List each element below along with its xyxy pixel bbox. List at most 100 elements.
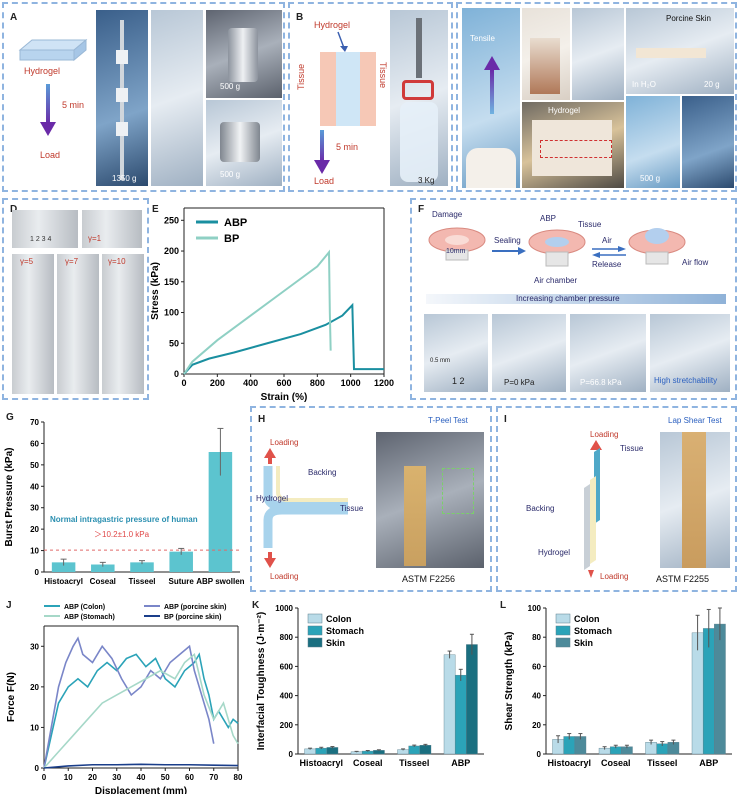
weight-20g-label: 20 g <box>704 80 720 89</box>
legend-label: ABP (Colon) <box>64 604 105 611</box>
series-line <box>43 763 239 769</box>
load-label: Load <box>314 176 335 186</box>
increasing-pressure-label: Increasing chamber pressure <box>516 294 620 303</box>
series-line <box>43 636 215 769</box>
tissue-label-right: Tissue <box>378 62 388 89</box>
photo-porcine-skin: Porcine Skin In H₂O 20 g <box>626 8 734 94</box>
bar-skin <box>466 644 478 755</box>
panel-d: D 1 2 3 4 γ=1 γ=5 γ=7 γ=10 <box>2 198 149 400</box>
chart-j-force-displacement: 0 10 20 30 40 50 60 70 80 0 10 20 30 Displacement (mm… <box>6 604 243 794</box>
photo-p0: P=0 kPa <box>492 314 566 392</box>
category-label: ABP <box>699 758 718 768</box>
legend-label: ABP (porcine skin) <box>164 604 227 611</box>
y-tick-label: 0 <box>35 764 40 773</box>
exchange-arrows-icon <box>592 246 626 258</box>
t-peel-title: T-Peel Test <box>428 416 468 425</box>
chamber-diagram-2 <box>528 229 586 267</box>
series-line-abp <box>183 302 384 375</box>
y-tick-label: 250 <box>164 215 179 225</box>
category-label: Coseal <box>353 758 383 768</box>
hydrogel-label: Hydrogel <box>24 66 61 76</box>
y-tick-label: 30 <box>30 504 39 513</box>
category-label: Coseal <box>601 758 631 768</box>
legend-swatch <box>307 613 323 624</box>
y-tick-label: 200 <box>164 246 179 256</box>
hydrogel-slab-diagram <box>18 38 88 62</box>
abp-label: ABP <box>540 214 557 223</box>
gamma-5-label: γ=5 <box>20 257 34 266</box>
panel-letter-b: B <box>296 12 304 23</box>
bar-colon <box>691 632 704 755</box>
bar-skin <box>419 745 432 755</box>
photo-hydrogel-tissue: Hydrogel <box>522 102 624 188</box>
bar-colon <box>443 654 456 755</box>
y-tick-label: 10 <box>30 547 39 556</box>
category-label: Histoacryl <box>44 577 83 586</box>
y-axis-title: Burst Pressure (kPa) <box>4 448 15 547</box>
y-tick-label: 0 <box>35 568 40 577</box>
y-axis-title: Force F(N) <box>6 672 17 722</box>
ruler-numbers: 1 2 3 4 <box>30 236 52 243</box>
chart-k-interfacial-toughness: 0 200 400 600 800 1000 Interfacial Toughness (… <box>256 604 484 768</box>
bar <box>169 551 193 572</box>
x-axis-title: Displacement (mm) <box>95 786 187 794</box>
panel-f: F Damage 10mm Sealing ABP Tissue Air cha… <box>410 198 737 400</box>
weight-3kg-label: 3 Kg <box>418 176 435 185</box>
down-arrow-icon <box>314 130 330 174</box>
hydrogel-label: Hydrogel <box>314 20 351 30</box>
air-flow-label: Air flow <box>682 258 709 267</box>
weight-500g-label-1: 500 g <box>220 82 241 91</box>
loading-bottom-label: Loading <box>600 572 629 581</box>
gel-block <box>336 52 360 126</box>
y-tick-label: 60 <box>532 662 541 671</box>
x-tick-label: 40 <box>137 773 146 782</box>
photo-p66: P=66.8 kPa <box>570 314 646 392</box>
panel-letter-j: J <box>6 600 12 611</box>
chamber-diagram-3 <box>628 228 686 265</box>
y-tick-label: 0 <box>537 750 542 759</box>
category-label: ABP swollen <box>196 577 244 586</box>
photo-tissue-block <box>522 8 570 100</box>
y-tick-label: 0 <box>174 369 179 379</box>
photo-stretch-dome: High stretchability <box>650 314 730 392</box>
y-tick-label: 40 <box>30 482 39 491</box>
y-tick-label: 50 <box>30 461 39 470</box>
bar <box>91 564 115 572</box>
x-tick-label: 10 <box>64 773 73 782</box>
damage-label: Damage <box>432 210 463 219</box>
tissue-block-right <box>360 52 376 126</box>
pressure-66-label: P=66.8 kPa <box>580 378 622 387</box>
x-tick-label: 80 <box>234 773 243 782</box>
y-tick-label: 100 <box>164 308 179 318</box>
x-tick-label: 400 <box>243 378 258 388</box>
panel-letter-k: K <box>252 600 260 611</box>
t-peel-diagram <box>263 448 348 568</box>
y-axis-title: Stress (kPa) <box>150 262 161 320</box>
category-label: Tisseel <box>399 758 429 768</box>
air-label: Air <box>602 236 612 245</box>
panel-i: I Lap Shear Test Loading Tissue Backing … <box>496 406 737 592</box>
y-axis-title: Shear Strength (kPa) <box>504 632 515 731</box>
weight-500g-label: 500 g <box>640 174 661 183</box>
panel-letter-a: A <box>10 12 18 23</box>
photo-hanging-weights: 1350 g <box>96 10 148 186</box>
bar-stomach <box>408 745 421 755</box>
legend-label: Skin <box>326 638 345 648</box>
weight-1350g-label: 1350 g <box>112 174 137 183</box>
category-label: Histoacryl <box>299 758 343 768</box>
y-tick-label: 150 <box>164 277 179 287</box>
backing-label: Backing <box>308 468 337 477</box>
category-label: ABP <box>451 758 470 768</box>
photo-roll-500g: 500 g <box>206 10 282 98</box>
panel-letter-l: L <box>500 600 507 611</box>
air-chamber-label: Air chamber <box>534 276 578 285</box>
y-tick-label: 800 <box>280 633 294 642</box>
bar <box>130 562 154 572</box>
photo-ruler-scale: 0.5 mm 1 2 <box>424 314 488 392</box>
time-label: 5 min <box>62 100 85 110</box>
series-line <box>43 652 239 769</box>
y-tick-label: 1000 <box>275 604 293 613</box>
annotation-intragastric: Normal intragastric pressure of human <box>50 515 198 524</box>
sealing-label: Sealing <box>494 236 521 245</box>
scale-label: 0.5 mm <box>430 358 451 364</box>
